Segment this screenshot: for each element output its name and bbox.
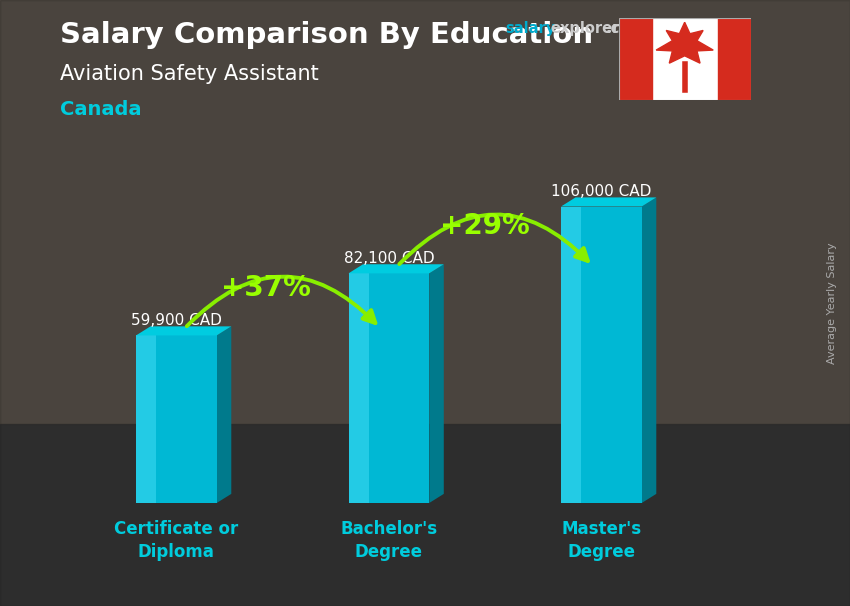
Polygon shape bbox=[348, 264, 444, 273]
Bar bbox=[0, 424, 850, 606]
Text: 59,900 CAD: 59,900 CAD bbox=[131, 313, 222, 328]
Text: explorer: explorer bbox=[551, 21, 620, 36]
Bar bbox=[561, 207, 642, 503]
Polygon shape bbox=[642, 198, 656, 503]
Polygon shape bbox=[429, 264, 444, 503]
Bar bbox=[0, 0, 850, 424]
Text: Average Yearly Salary: Average Yearly Salary bbox=[827, 242, 837, 364]
Text: +37%: +37% bbox=[221, 274, 310, 302]
Text: Canada: Canada bbox=[60, 100, 141, 119]
Polygon shape bbox=[656, 22, 713, 63]
Bar bbox=[717, 18, 751, 100]
Polygon shape bbox=[561, 198, 656, 207]
Bar bbox=[561, 207, 581, 503]
Text: Salary Comparison By Education: Salary Comparison By Education bbox=[60, 21, 592, 49]
Text: salary: salary bbox=[506, 21, 556, 36]
Bar bbox=[136, 336, 217, 503]
Polygon shape bbox=[136, 327, 231, 336]
Text: .com: .com bbox=[605, 21, 644, 36]
Bar bbox=[348, 273, 369, 503]
Bar bbox=[136, 336, 156, 503]
Text: Aviation Safety Assistant: Aviation Safety Assistant bbox=[60, 64, 318, 84]
Text: 106,000 CAD: 106,000 CAD bbox=[551, 184, 652, 199]
Bar bbox=[619, 18, 652, 100]
Bar bbox=[348, 273, 429, 503]
Text: 82,100 CAD: 82,100 CAD bbox=[343, 251, 434, 266]
Polygon shape bbox=[217, 327, 231, 503]
Text: +29%: +29% bbox=[439, 212, 530, 240]
